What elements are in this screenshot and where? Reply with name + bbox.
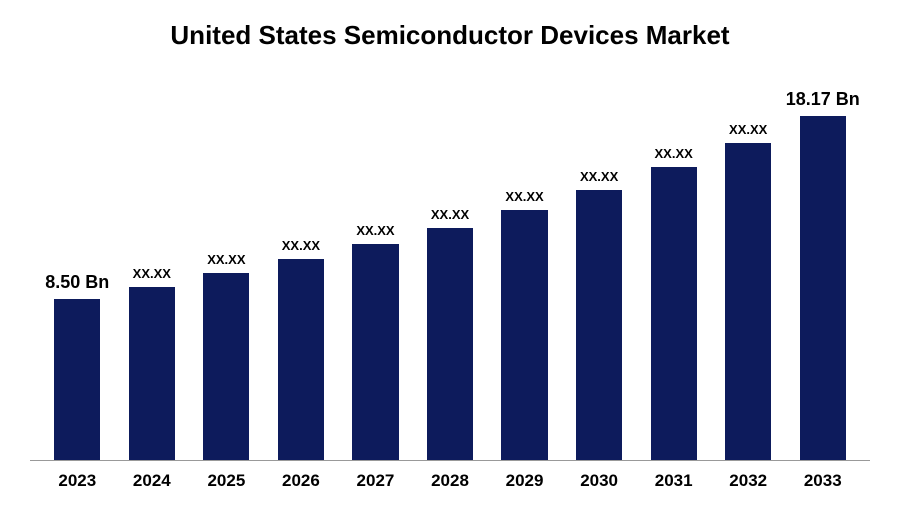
bar <box>800 116 846 460</box>
bar-value-label: 8.50 Bn <box>45 272 109 293</box>
x-axis-label: 2027 <box>338 471 413 491</box>
x-axis-label: 2024 <box>115 471 190 491</box>
x-axis-label: 2031 <box>636 471 711 491</box>
bar-value-label: XX.XX <box>282 238 320 253</box>
bar-group: XX.XX <box>189 81 264 460</box>
bar-value-label: XX.XX <box>580 169 618 184</box>
x-axis-label: 2023 <box>40 471 115 491</box>
bar-group: 8.50 Bn <box>40 81 115 460</box>
chart-title: United States Semiconductor Devices Mark… <box>30 20 870 51</box>
chart-plot-area: 8.50 Bn XX.XX XX.XX XX.XX XX.XX XX.XX XX.XX XX.… <box>30 81 870 461</box>
bar-group: XX.XX <box>711 81 786 460</box>
bar <box>352 244 398 460</box>
bar-value-label: XX.XX <box>356 223 394 238</box>
bar <box>278 259 324 460</box>
bar <box>203 273 249 460</box>
bar <box>501 210 547 460</box>
bar-group: XX.XX <box>562 81 637 460</box>
bar-group: 18.17 Bn <box>785 81 860 460</box>
x-axis: 2023202420252026202720282029203020312032… <box>30 461 870 491</box>
bars-container: 8.50 Bn XX.XX XX.XX XX.XX XX.XX XX.XX XX.XX XX.… <box>30 81 870 460</box>
bar-group: XX.XX <box>487 81 562 460</box>
bar-value-label: XX.XX <box>729 122 767 137</box>
bar <box>129 287 175 460</box>
bar-group: XX.XX <box>338 81 413 460</box>
x-axis-label: 2026 <box>264 471 339 491</box>
bar-group: XX.XX <box>264 81 339 460</box>
bar <box>576 190 622 460</box>
bar <box>725 143 771 460</box>
bar-value-label: XX.XX <box>431 207 469 222</box>
x-axis-label: 2033 <box>785 471 860 491</box>
bar <box>427 228 473 460</box>
x-axis-label: 2025 <box>189 471 264 491</box>
x-axis-label: 2032 <box>711 471 786 491</box>
bar-group: XX.XX <box>413 81 488 460</box>
bar-group: XX.XX <box>636 81 711 460</box>
bar-group: XX.XX <box>115 81 190 460</box>
bar-value-label: XX.XX <box>655 146 693 161</box>
bar <box>651 167 697 460</box>
x-axis-label: 2029 <box>487 471 562 491</box>
bar-value-label: XX.XX <box>133 266 171 281</box>
x-axis-label: 2028 <box>413 471 488 491</box>
bar <box>54 299 100 460</box>
x-axis-label: 2030 <box>562 471 637 491</box>
bar-value-label: XX.XX <box>207 252 245 267</box>
bar-value-label: 18.17 Bn <box>786 89 860 110</box>
bar-value-label: XX.XX <box>505 189 543 204</box>
